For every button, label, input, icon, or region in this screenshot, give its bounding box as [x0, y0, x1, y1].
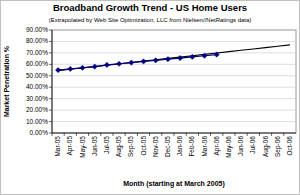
x-tick-label: Dec-05 [164, 136, 171, 157]
x-tick-label: Feb-06 [188, 136, 195, 157]
x-tick [125, 133, 126, 136]
chart-root: Broadband Growth Trend - US Home Users (E… [0, 0, 300, 195]
x-tick [52, 133, 53, 136]
data-point [214, 52, 219, 57]
data-point [190, 54, 195, 59]
y-tick-label: 0.00% [30, 129, 49, 136]
x-tick-label: Jan-06 [176, 136, 183, 156]
x-tick-label: Apr-05 [66, 136, 74, 156]
x-tick-label: Aug-05 [115, 136, 123, 157]
x-tick [283, 133, 284, 136]
x-tick [149, 133, 150, 136]
y-tick-label: 70.00% [26, 49, 48, 56]
x-axis-title: Month (starting at March 2005) [123, 180, 225, 188]
y-tick-label: 30.00% [26, 95, 48, 102]
y-tick-label: 80.00% [26, 37, 48, 44]
x-tick-label: Jul-05 [103, 136, 110, 154]
chart-svg: Broadband Growth Trend - US Home Users (E… [0, 0, 300, 195]
x-tick-label: Jul-06 [249, 136, 256, 154]
data-point [202, 53, 207, 58]
x-tick [210, 133, 211, 136]
y-tick [49, 64, 52, 65]
data-point [117, 61, 122, 66]
x-tick [161, 133, 162, 136]
x-tick [198, 133, 199, 136]
x-tick [271, 133, 272, 136]
x-tick [259, 133, 260, 136]
grid-line [52, 52, 296, 53]
y-tick [49, 121, 52, 122]
y-tick-label: 90.00% [26, 26, 48, 33]
y-tick [49, 30, 52, 31]
x-tick [174, 133, 175, 136]
x-tick-label: Jun-05 [91, 136, 98, 156]
x-tick [186, 133, 187, 136]
x-tick [100, 133, 101, 136]
y-axis [52, 30, 53, 133]
data-point [165, 57, 170, 62]
data-point [178, 55, 183, 60]
grid-line [52, 75, 296, 76]
y-tick-label: 50.00% [26, 72, 48, 79]
x-tick [113, 133, 114, 136]
plot-marks [56, 45, 290, 73]
y-tick-label: 10.00% [26, 118, 48, 125]
y-tick-label: 60.00% [26, 60, 48, 67]
grid-line [52, 121, 296, 122]
x-tick-label: Oct-05 [140, 136, 147, 156]
y-tick [49, 110, 52, 111]
x-tick-label: Aug-06 [262, 136, 270, 157]
x-tick-label: Mar-05 [54, 136, 61, 157]
x-tick [137, 133, 138, 136]
data-point [68, 66, 73, 71]
x-tick [76, 133, 77, 136]
x-tick-label: Sep-06 [274, 136, 282, 157]
y-tick [49, 98, 52, 99]
grid-line [52, 30, 296, 31]
data-point [56, 67, 61, 72]
data-point [129, 60, 134, 65]
x-tick-label: May-06 [225, 136, 233, 158]
x-tick-label: Apr-06 [213, 136, 221, 156]
grid-line [52, 41, 296, 42]
x-tick [235, 133, 236, 136]
plot-area [52, 30, 296, 133]
y-axis-title: Market Penetration % [3, 45, 10, 117]
chart-background [1, 1, 300, 195]
data-point [92, 64, 97, 69]
grid-line [52, 87, 296, 88]
data-point [80, 65, 85, 70]
title: Broadband Growth Trend - US Home Users [53, 2, 247, 13]
subtitle: (Extrapolated by Web Site Optimization, … [49, 17, 252, 23]
y-tick [49, 133, 52, 134]
series-line [58, 55, 217, 70]
x-tick [222, 133, 223, 136]
grid-line [52, 98, 296, 99]
x-tick-label: Mar-06 [201, 136, 208, 157]
x-tick [64, 133, 65, 136]
x-tick-label: May-05 [79, 136, 87, 158]
data-point [104, 62, 109, 67]
grid-line [52, 110, 296, 111]
x-tick [88, 133, 89, 136]
x-tick-label: Sep-05 [127, 136, 135, 157]
x-tick-label: Nov-05 [152, 136, 159, 157]
y-tick [49, 52, 52, 53]
x-tick-label: Jun-06 [237, 136, 244, 156]
data-point [141, 59, 146, 64]
y-tick [49, 87, 52, 88]
grid-line [52, 64, 296, 65]
data-point [153, 58, 158, 63]
series-line [58, 45, 290, 71]
y-tick [49, 75, 52, 76]
y-tick-label: 20.00% [26, 106, 48, 113]
x-tick-label: Oct-06 [286, 136, 293, 156]
y-tick-label: 40.00% [26, 83, 48, 90]
y-tick [49, 41, 52, 42]
x-tick [247, 133, 248, 136]
